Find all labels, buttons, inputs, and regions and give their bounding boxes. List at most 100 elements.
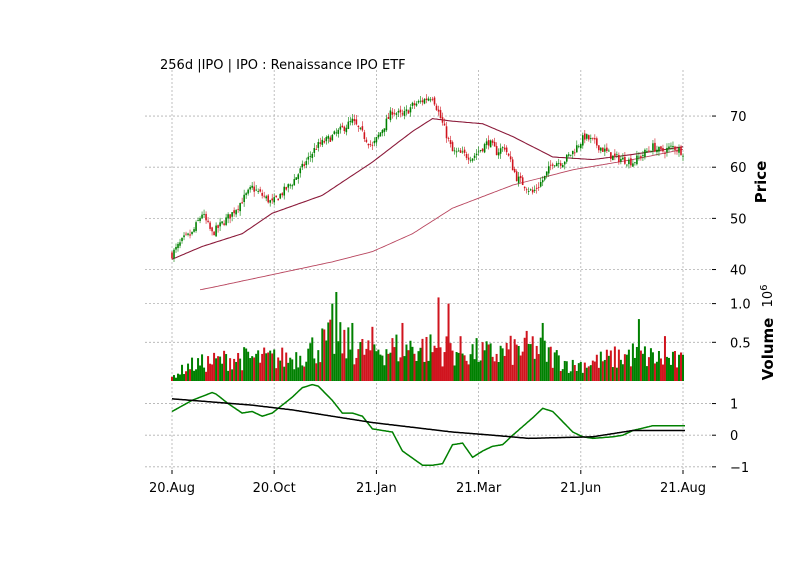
volume-bar bbox=[511, 364, 514, 381]
candle-body bbox=[565, 154, 568, 162]
candle-body bbox=[267, 195, 269, 203]
candle-body bbox=[313, 148, 316, 153]
candle-body bbox=[235, 210, 237, 215]
candle-body bbox=[375, 137, 378, 143]
volume-bar bbox=[201, 354, 204, 381]
candle-body bbox=[289, 184, 292, 186]
volume-bar bbox=[473, 359, 476, 381]
volume-bar bbox=[391, 338, 394, 381]
candle-body bbox=[610, 152, 612, 159]
grid-layer bbox=[145, 70, 712, 470]
volume-bar bbox=[253, 357, 256, 381]
candle-body bbox=[265, 196, 267, 199]
volume-bar bbox=[682, 354, 684, 381]
candle-body bbox=[419, 100, 422, 102]
volume-bar bbox=[537, 354, 540, 381]
volume-bar bbox=[617, 349, 620, 381]
candle-body bbox=[261, 192, 263, 196]
candle-body bbox=[413, 103, 416, 106]
volume-bar bbox=[433, 345, 436, 381]
volume-bar bbox=[551, 367, 554, 381]
volume-bar bbox=[325, 340, 328, 381]
volume-bar bbox=[471, 344, 474, 381]
volume-bar bbox=[227, 370, 230, 381]
volume-bar bbox=[409, 340, 412, 381]
volume-bar bbox=[233, 358, 236, 381]
volume-bar bbox=[591, 360, 594, 381]
candle-body bbox=[648, 150, 650, 152]
candle-body bbox=[315, 149, 318, 150]
candle-body bbox=[652, 143, 654, 151]
candle-body bbox=[620, 158, 622, 162]
candle-body bbox=[325, 137, 328, 142]
candle-body bbox=[501, 147, 504, 148]
volume-bar bbox=[545, 361, 548, 381]
candle-body bbox=[187, 233, 189, 235]
candle-body bbox=[371, 144, 374, 146]
volume-bar bbox=[393, 347, 396, 381]
volume-bar bbox=[439, 347, 442, 381]
volume-bar bbox=[361, 338, 364, 381]
candle-body bbox=[175, 246, 177, 250]
candle-body bbox=[189, 234, 191, 236]
volume-bar bbox=[659, 358, 662, 381]
candle-body bbox=[445, 126, 448, 139]
candle-body bbox=[662, 148, 664, 152]
volume-bar bbox=[549, 346, 552, 381]
candle-body bbox=[584, 133, 586, 140]
volume-bar bbox=[395, 334, 398, 381]
candle-body bbox=[321, 139, 324, 145]
volume-bar bbox=[523, 337, 526, 381]
volume-bar bbox=[425, 336, 428, 381]
candle-body bbox=[618, 154, 620, 163]
candle-body bbox=[573, 152, 576, 154]
volume-bar bbox=[485, 341, 488, 381]
candle-body bbox=[453, 150, 456, 152]
candle-body bbox=[614, 153, 616, 156]
volume-bar bbox=[195, 369, 198, 381]
volume-bar bbox=[443, 352, 446, 381]
candle-body bbox=[483, 144, 486, 153]
volume-bar bbox=[353, 364, 356, 381]
candle-body bbox=[329, 137, 332, 142]
candle-body bbox=[582, 135, 584, 146]
volume-bar bbox=[533, 358, 536, 381]
candle-body bbox=[531, 189, 534, 193]
candle-body bbox=[295, 177, 298, 180]
volume-bar bbox=[581, 372, 584, 381]
volume-bar bbox=[565, 361, 568, 381]
volume-scale-label: 106 bbox=[759, 285, 777, 308]
volume-bar bbox=[609, 350, 612, 381]
candle-body bbox=[415, 103, 418, 106]
volume-bar bbox=[463, 355, 466, 381]
volume-bar bbox=[509, 335, 512, 381]
volume-bar bbox=[289, 357, 292, 381]
candle-body bbox=[493, 141, 496, 147]
candle-body bbox=[672, 146, 674, 148]
candle-body bbox=[293, 179, 296, 186]
volume-bar bbox=[653, 363, 656, 381]
candle-body bbox=[612, 155, 614, 161]
candle-body bbox=[253, 186, 255, 192]
candle-body bbox=[622, 157, 624, 160]
volume-bar bbox=[247, 351, 250, 381]
volume-bar bbox=[503, 355, 506, 381]
volume-bar bbox=[203, 367, 206, 381]
volume-bar bbox=[601, 361, 604, 381]
volume-bar bbox=[605, 349, 608, 381]
volume-bar bbox=[355, 357, 358, 381]
volume-bar bbox=[217, 356, 220, 381]
volume-bar bbox=[267, 352, 270, 381]
volume-bar bbox=[637, 319, 640, 381]
candle-body bbox=[567, 154, 570, 156]
candle-body bbox=[269, 200, 271, 203]
volume-bar bbox=[179, 374, 182, 381]
candle-body bbox=[640, 156, 642, 158]
x-tick-label: 20.Oct bbox=[253, 481, 296, 496]
candle-body bbox=[646, 151, 648, 152]
candle-body bbox=[636, 155, 638, 165]
volume-bar-layer bbox=[171, 292, 684, 381]
volume-bar bbox=[245, 348, 248, 381]
volume-bar bbox=[303, 366, 306, 381]
